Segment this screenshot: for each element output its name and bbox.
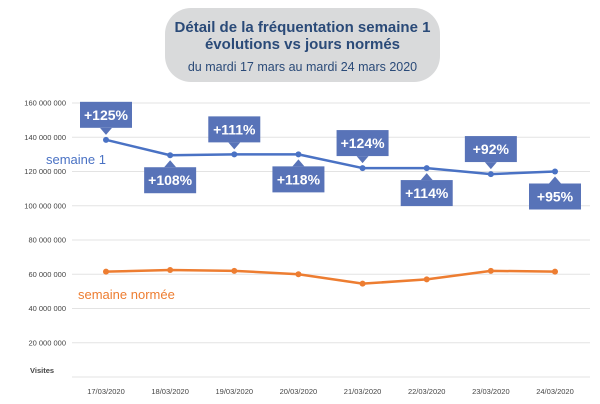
callout-pointer [164,160,177,168]
x-tick-label: 21/03/2020 [344,387,382,396]
callout-box [272,166,325,193]
data-label: +111% [213,121,256,137]
data-point [552,168,558,175]
x-tick-label: 19/03/2020 [216,387,254,396]
data-point [487,267,494,274]
data-label: +118% [277,171,321,187]
y-tick-label: 40 000 000 [28,304,66,313]
data-label-callout: +124% [336,130,389,164]
callout-box [80,101,132,128]
data-point [103,268,109,275]
data-label-callout: +118% [272,159,325,193]
y-axis-title: Visites [30,366,54,375]
data-label: +108% [148,172,193,188]
data-point [167,266,174,273]
data-point [231,267,238,274]
y-tick-label: 160 000 000 [24,99,66,108]
callout-pointer [484,162,497,170]
data-point [103,136,109,143]
callout-pointer [100,127,112,135]
data-point [167,152,174,159]
callout-box [208,116,261,143]
chart-title-line1: Détail de la fréquentation semaine 1 [174,19,431,36]
x-tick-label: 20/03/2020 [280,387,318,396]
x-tick-label: 24/03/2020 [536,387,574,396]
callout-pointer [356,156,369,164]
data-label-callout: +125% [80,101,132,135]
x-tick-label: 22/03/2020 [408,387,446,396]
y-tick-label: 100 000 000 [24,201,66,210]
data-point [423,165,430,172]
data-point [423,276,430,283]
series-line-semaine-normee [105,268,556,285]
data-point [295,271,302,278]
y-tick-label: 80 000 000 [28,236,66,245]
series-label-semaine-1: semaine 1 [46,152,106,167]
x-tick-label: 18/03/2020 [151,387,189,396]
y-tick-label: 20 000 000 [28,338,66,347]
y-tick-label: 60 000 000 [28,270,66,279]
data-label-callout: +114% [400,173,453,207]
data-label-callout: +108% [144,160,197,194]
data-label: +92% [473,141,510,157]
chart-title-box: Détail de la fréquentation semaine 1 évo… [165,8,440,82]
data-label: +125% [84,107,129,123]
x-tick-label: 23/03/2020 [472,387,510,396]
callout-box [464,136,517,163]
callout-pointer [549,176,561,184]
data-point [359,165,366,172]
callout-pointer [292,159,305,167]
callout-box [529,183,581,210]
chart-subtitle: du mardi 17 mars au mardi 24 mars 2020 [187,60,418,74]
series-label-semaine-normee: semaine normée [78,287,175,302]
data-label-callout: +111% [208,116,261,150]
data-label-callout: +92% [464,136,517,170]
series-line-semaine-1 [105,138,556,176]
y-tick-label: 120 000 000 [24,167,66,176]
chart-title-line2: évolutions vs jours normés [204,36,401,53]
data-point [295,151,302,158]
x-tick-label: 17/03/2020 [87,387,125,396]
data-label-callout: +95% [529,176,581,210]
data-point [231,151,238,158]
data-point [552,268,558,275]
y-tick-label: 140 000 000 [24,133,66,142]
callout-box [144,167,197,194]
data-point [487,171,494,178]
data-point [359,280,366,287]
data-label: +114% [405,185,449,201]
callout-pointer [228,142,241,150]
callout-box [400,180,453,207]
callout-box [336,130,389,157]
data-label: +95% [537,189,574,205]
data-label: +124% [341,135,386,151]
callout-pointer [420,173,433,181]
